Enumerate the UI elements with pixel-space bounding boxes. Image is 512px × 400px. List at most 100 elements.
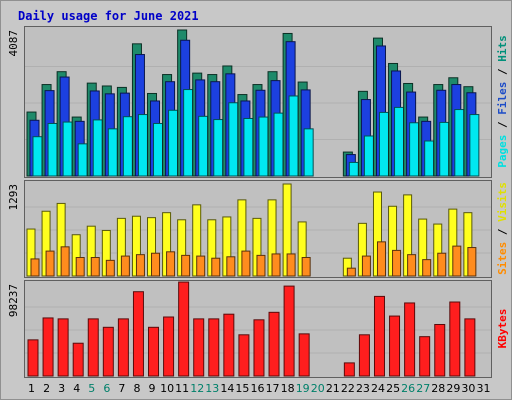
- x-tick-label-day-4: 4: [73, 382, 80, 395]
- x-tick-label-day-31: 31: [476, 382, 490, 395]
- x-tick-label-day-8: 8: [133, 382, 140, 395]
- bar-kbytes-day-10: [163, 316, 175, 377]
- x-tick-label-day-26: 26: [401, 382, 415, 395]
- bar-sites-day-14: [226, 256, 236, 277]
- bar-kbytes-day-11: [178, 281, 190, 377]
- bar-sites-day-3: [60, 246, 70, 277]
- side-legend-hits-files-pages: Pages / Files / Hits: [496, 35, 509, 168]
- bar-kbytes-day-2: [42, 317, 54, 377]
- bar-kbytes-day-22: [343, 362, 355, 377]
- legend-segment: /: [496, 222, 509, 242]
- bar-pages-day-6: [107, 128, 118, 177]
- bar-sites-day-27: [422, 259, 432, 277]
- bar-sites-day-18: [286, 253, 296, 277]
- bar-pages-day-4: [77, 143, 88, 177]
- x-tick-label-day-6: 6: [103, 382, 110, 395]
- x-tick-label-day-29: 29: [446, 382, 460, 395]
- bar-kbytes-day-19: [298, 333, 310, 377]
- bar-sites-day-28: [437, 252, 447, 277]
- x-tick-label-day-30: 30: [461, 382, 475, 395]
- x-tick-label-day-20: 20: [311, 382, 325, 395]
- bar-kbytes-day-23: [358, 334, 370, 377]
- bar-pages-day-23: [363, 135, 374, 177]
- bar-sites-day-23: [361, 255, 371, 277]
- x-tick-label-day-23: 23: [356, 382, 370, 395]
- bar-kbytes-day-26: [404, 302, 416, 377]
- bar-sites-day-13: [211, 257, 221, 277]
- bar-sites-day-26: [407, 254, 417, 277]
- bar-pages-day-24: [378, 111, 389, 177]
- bar-sites-day-7: [120, 255, 130, 277]
- bar-pages-day-26: [409, 122, 420, 177]
- side-legend-visits-sites: Sites / Visits: [496, 182, 509, 275]
- x-tick-label-day-15: 15: [235, 382, 249, 395]
- bar-sites-day-9: [151, 252, 161, 277]
- bar-sites-day-11: [181, 254, 191, 277]
- bar-sites-day-5: [90, 257, 100, 277]
- bar-sites-day-24: [376, 241, 386, 277]
- bar-pages-day-17: [273, 112, 284, 177]
- bar-kbytes-day-15: [238, 334, 250, 377]
- side-legend-kbytes: KBytes: [496, 309, 509, 349]
- x-tick-label-day-22: 22: [341, 382, 355, 395]
- bar-kbytes-day-12: [193, 318, 205, 377]
- x-tick-label-day-25: 25: [386, 382, 400, 395]
- bar-pages-day-16: [258, 116, 269, 177]
- bar-pages-day-11: [183, 89, 194, 177]
- bar-pages-day-28: [439, 121, 450, 177]
- bar-pages-day-18: [288, 95, 299, 177]
- bar-pages-day-2: [47, 122, 58, 177]
- bar-sites-day-6: [105, 259, 115, 277]
- bar-kbytes-day-30: [464, 318, 476, 377]
- bar-pages-day-25: [394, 106, 405, 177]
- bar-sites-day-22: [346, 267, 356, 277]
- bar-sites-day-15: [241, 250, 251, 277]
- bar-kbytes-day-24: [373, 295, 385, 377]
- bar-sites-day-8: [135, 254, 145, 277]
- x-tick-label-day-28: 28: [431, 382, 445, 395]
- legend-segment: Visits: [496, 182, 509, 222]
- legend-segment: KBytes: [496, 309, 509, 349]
- y-max-label-kbytes: 98237: [7, 284, 20, 317]
- x-tick-label-day-11: 11: [175, 382, 189, 395]
- bar-kbytes-day-13: [208, 318, 220, 377]
- x-tick-label-day-7: 7: [118, 382, 125, 395]
- x-tick-label-day-13: 13: [205, 382, 219, 395]
- bar-kbytes-day-9: [148, 326, 160, 377]
- legend-segment: Pages: [496, 135, 509, 168]
- bar-pages-day-27: [424, 140, 435, 177]
- x-tick-label-day-5: 5: [88, 382, 95, 395]
- bar-kbytes-day-4: [72, 342, 84, 377]
- bar-sites-day-25: [392, 249, 402, 277]
- x-tick-label-day-27: 27: [416, 382, 430, 395]
- bar-pages-day-5: [92, 119, 103, 177]
- x-tick-label-day-18: 18: [281, 382, 295, 395]
- bar-kbytes-day-6: [102, 326, 114, 377]
- bar-kbytes-day-8: [132, 291, 144, 377]
- bar-sites-day-29: [452, 245, 462, 277]
- bar-pages-day-9: [153, 122, 164, 177]
- bar-kbytes-day-7: [117, 318, 129, 377]
- x-tick-label-day-3: 3: [58, 382, 65, 395]
- bar-sites-day-16: [256, 254, 266, 277]
- legend-segment: /: [496, 62, 509, 82]
- legend-segment: Hits: [496, 35, 509, 62]
- bar-kbytes-day-17: [268, 311, 280, 377]
- bar-pages-day-30: [469, 114, 480, 177]
- bar-kbytes-day-18: [283, 285, 295, 377]
- bar-sites-day-10: [166, 251, 176, 277]
- x-tick-label-day-19: 19: [296, 382, 310, 395]
- bar-pages-day-3: [62, 121, 73, 177]
- bar-sites-day-30: [467, 247, 477, 277]
- bar-kbytes-day-16: [253, 319, 265, 377]
- legend-segment: Sites: [496, 242, 509, 275]
- legend-segment: Files: [496, 82, 509, 115]
- bar-sites-day-12: [196, 255, 206, 277]
- y-max-label-visits-sites: 1293: [7, 184, 20, 211]
- bar-pages-day-15: [243, 117, 254, 177]
- bar-kbytes-day-5: [87, 318, 99, 377]
- bar-sites-day-1: [30, 258, 40, 277]
- bar-pages-day-13: [213, 119, 224, 177]
